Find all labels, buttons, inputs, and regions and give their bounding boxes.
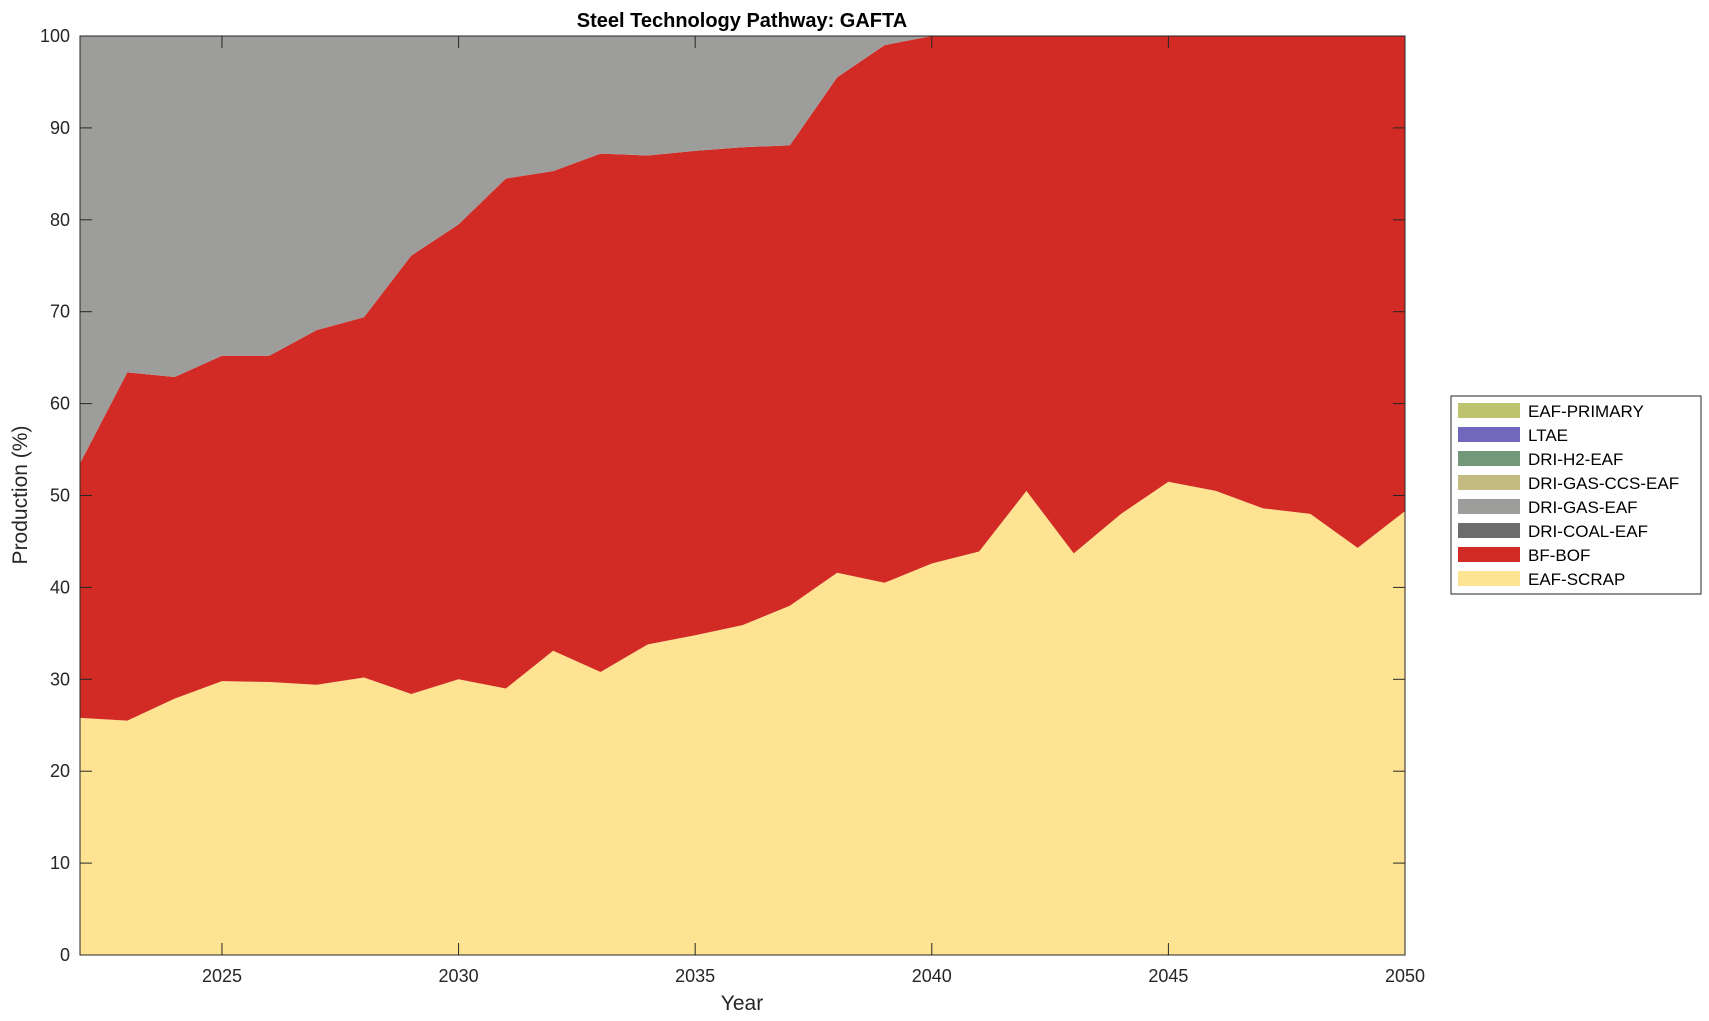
legend-swatch (1458, 451, 1520, 466)
legend-label: DRI-COAL-EAF (1528, 522, 1648, 541)
y-tick-label: 70 (50, 302, 70, 322)
y-tick-label: 20 (50, 761, 70, 781)
x-tick-label: 2030 (439, 966, 479, 986)
legend-label: DRI-H2-EAF (1528, 450, 1623, 469)
legend-swatch (1458, 475, 1520, 490)
legend-swatch (1458, 499, 1520, 514)
x-tick-label: 2025 (202, 966, 242, 986)
area-dri-gas-eaf (80, 36, 1405, 464)
y-tick-label: 80 (50, 210, 70, 230)
y-tick-label: 40 (50, 577, 70, 597)
x-tick-label: 2040 (912, 966, 952, 986)
legend-swatch (1458, 523, 1520, 538)
x-tick-label: 2035 (675, 966, 715, 986)
chart-title: Steel Technology Pathway: GAFTA (577, 10, 907, 32)
y-tick-label: 100 (40, 26, 70, 46)
legend-label: EAF-SCRAP (1528, 570, 1625, 589)
y-axis-label: Production (%) (9, 426, 32, 565)
y-tick-label: 90 (50, 118, 70, 138)
legend-label: DRI-GAS-CCS-EAF (1528, 474, 1679, 493)
area-bf-bof (80, 36, 1405, 721)
area-layers (80, 36, 1405, 955)
y-tick-label: 10 (50, 853, 70, 873)
y-tick-label: 0 (60, 945, 70, 965)
legend-swatch (1458, 547, 1520, 562)
y-tick-label: 30 (50, 669, 70, 689)
y-tick-label: 60 (50, 394, 70, 414)
x-tick-label: 2045 (1148, 966, 1188, 986)
legend-swatch (1458, 403, 1520, 418)
x-axis-label: Year (721, 992, 763, 1015)
legend-label: LTAE (1528, 426, 1568, 445)
x-tick-label: 2050 (1385, 966, 1425, 986)
legend-label: BF-BOF (1528, 546, 1590, 565)
area-eaf-scrap (80, 481, 1405, 955)
legend-swatch (1458, 571, 1520, 586)
y-tick-label: 50 (50, 486, 70, 506)
legend-label: DRI-GAS-EAF (1528, 498, 1638, 517)
legend-swatch (1458, 427, 1520, 442)
legend-label: EAF-PRIMARY (1528, 402, 1644, 421)
y-axis: 0 10 20 30 40 50 60 70 80 90 100 (40, 26, 1405, 965)
legend: EAF-PRIMARY LTAE DRI-H2-EAF DRI-GAS-CCS-EAF… (1450, 395, 1702, 595)
x-axis: 2025 2030 2035 2040 2045 2050 (202, 36, 1425, 986)
